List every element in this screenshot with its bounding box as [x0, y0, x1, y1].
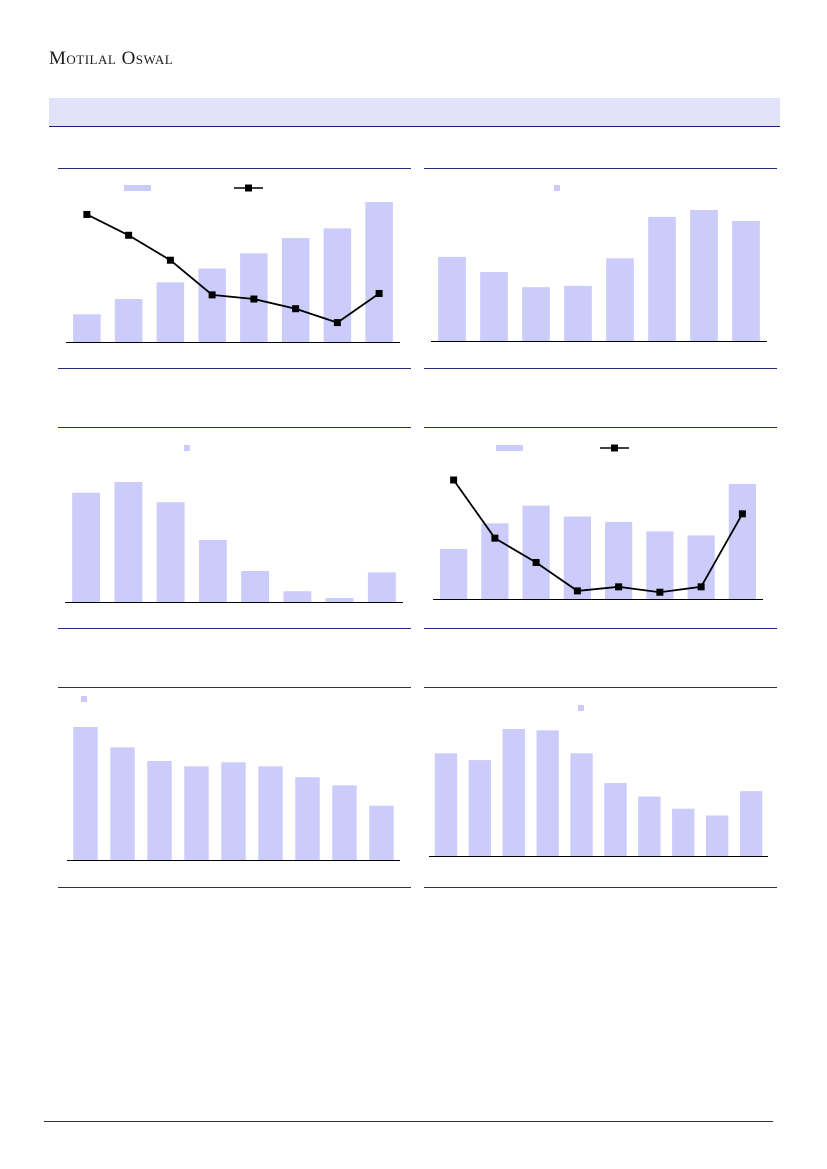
bar	[369, 805, 394, 860]
bar	[705, 815, 729, 856]
panel-top-rule	[58, 687, 411, 688]
bar	[739, 791, 763, 856]
bar	[283, 591, 312, 602]
bar	[147, 760, 172, 860]
line-marker	[208, 291, 216, 299]
brand-logo: Motilal Oswal	[49, 48, 174, 69]
bar	[332, 785, 357, 860]
series-line	[452, 479, 744, 594]
panel-top-rule	[424, 427, 777, 428]
bar	[73, 727, 98, 860]
bar	[604, 783, 627, 856]
line-marker	[491, 534, 499, 542]
bar	[156, 282, 185, 342]
bar	[438, 256, 466, 341]
bar	[563, 516, 591, 599]
bar	[258, 766, 283, 860]
chart-5	[67, 696, 400, 861]
panel-bottom-rule	[58, 887, 411, 888]
bar	[732, 221, 760, 341]
bar	[481, 523, 509, 599]
bar	[728, 484, 756, 599]
bar	[73, 314, 101, 342]
bar	[110, 747, 135, 860]
legend-bar-swatch	[554, 185, 560, 191]
legend-bar-swatch	[184, 445, 190, 451]
line-marker	[375, 289, 383, 297]
chart-6	[429, 705, 768, 857]
line-marker	[656, 588, 664, 596]
line-marker	[615, 583, 623, 591]
bar	[325, 597, 354, 602]
line-marker	[292, 305, 300, 313]
bar	[502, 729, 525, 856]
bar	[648, 216, 676, 341]
chart-4	[433, 444, 763, 600]
bar	[434, 753, 458, 856]
bar	[198, 539, 227, 602]
bar	[198, 268, 226, 342]
bar	[72, 492, 101, 602]
bar	[606, 258, 634, 341]
bar	[295, 777, 320, 860]
legend-bar-swatch	[81, 696, 87, 702]
bar	[221, 762, 246, 860]
panel-bottom-rule	[424, 887, 777, 888]
legend-bar-swatch	[578, 705, 584, 711]
bar	[367, 572, 396, 602]
chart-1	[66, 184, 400, 343]
line-marker	[333, 319, 341, 327]
bar	[184, 766, 209, 860]
bar	[468, 760, 492, 856]
line-marker	[697, 583, 705, 591]
line-marker	[738, 510, 746, 518]
bar	[440, 548, 468, 599]
line-marker	[450, 476, 458, 484]
bar	[522, 287, 550, 341]
panel-bottom-rule	[424, 368, 777, 369]
line-marker	[83, 210, 91, 218]
bar	[114, 482, 143, 602]
bar	[241, 570, 270, 602]
panel-bottom-rule	[58, 368, 411, 369]
panel-bottom-rule	[58, 628, 411, 629]
panel-bottom-rule	[424, 628, 777, 629]
bar	[522, 505, 550, 599]
line-marker	[125, 231, 133, 239]
legend-bar-swatch	[496, 445, 523, 451]
bar	[536, 730, 559, 856]
bar	[570, 753, 593, 856]
line-marker	[532, 558, 540, 566]
legend-line-marker	[611, 444, 618, 452]
legend-bar-swatch	[124, 185, 151, 191]
chart-3	[65, 445, 403, 603]
line-marker	[166, 256, 174, 264]
section-header-band	[49, 98, 780, 127]
bar	[480, 272, 508, 341]
line-marker	[250, 295, 258, 303]
bar	[365, 202, 393, 342]
bar	[646, 531, 674, 599]
footer-rule	[44, 1121, 773, 1122]
bar	[156, 502, 185, 602]
panel-top-rule	[424, 168, 777, 169]
line-marker	[573, 587, 581, 595]
bar	[690, 210, 718, 341]
bar	[564, 285, 592, 341]
series-line	[86, 213, 380, 324]
legend-line-marker	[245, 184, 252, 192]
panel-top-rule	[58, 168, 411, 169]
bar	[114, 299, 143, 342]
bar	[672, 808, 695, 856]
chart-2	[431, 185, 767, 342]
panel-top-rule	[58, 427, 411, 428]
bar	[638, 796, 661, 856]
panel-top-rule	[424, 687, 777, 688]
bar	[281, 238, 310, 342]
